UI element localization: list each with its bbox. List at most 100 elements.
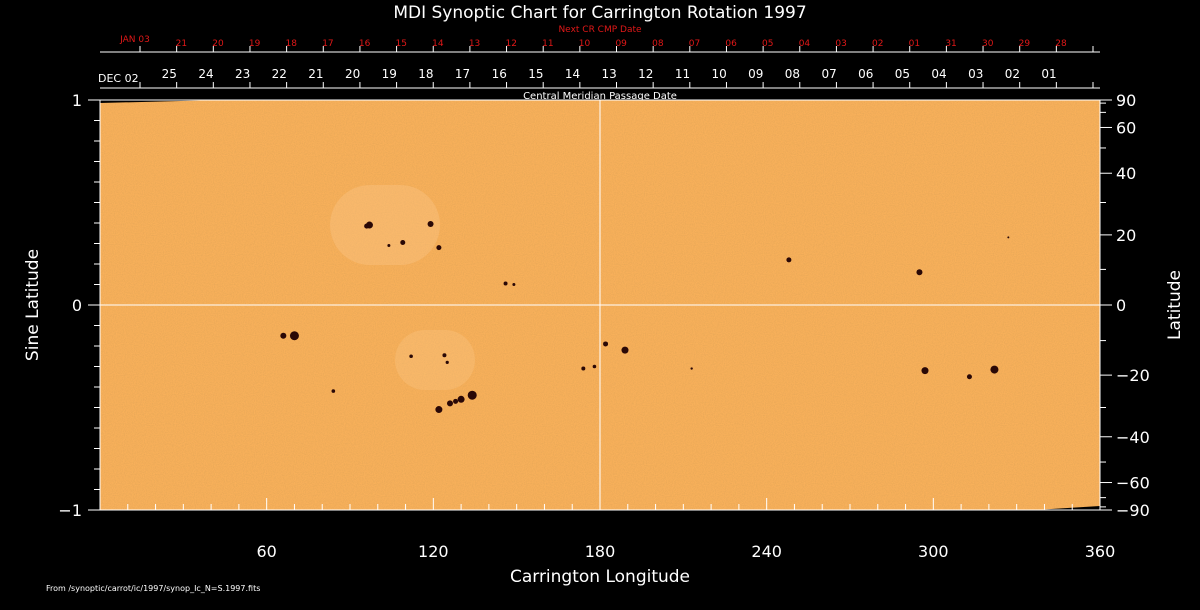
cmp-day-label: 13 — [602, 67, 617, 81]
x-tick-label: 240 — [751, 542, 782, 561]
date-ticks: 25 21 24 20 23 19 22 18 21 17 20 16 19 15 18 14 17 13 16 12… — [139, 39, 1094, 88]
next-cr-day-label: 16 — [359, 39, 371, 49]
sunspot — [364, 223, 370, 229]
next-cr-day-label: 12 — [505, 39, 516, 49]
y-tick-label-right: 60 — [1116, 118, 1136, 137]
y-tick-label-left: 1 — [72, 91, 82, 110]
sunspot — [409, 354, 413, 359]
sunspot — [966, 374, 972, 380]
x-tick-label: 180 — [585, 542, 616, 561]
sunspot — [280, 332, 287, 339]
sunspot — [435, 406, 443, 414]
next-cr-day-label: 18 — [286, 39, 298, 49]
next-cr-day-label: 31 — [945, 39, 956, 49]
cmp-day-label: 01 — [1041, 67, 1056, 81]
cmp-day-label: 04 — [931, 67, 946, 81]
sunspot — [621, 346, 629, 354]
next-cr-day-label: 05 — [762, 39, 773, 49]
y-tick-label-right: −40 — [1116, 428, 1150, 447]
y-axis-label-right: Latitude — [1165, 270, 1185, 340]
map-corner-north — [100, 100, 220, 103]
next-cr-day-label: 29 — [1019, 39, 1031, 49]
next-cr-day-label: 21 — [176, 39, 187, 49]
cmp-day-label: 18 — [418, 67, 433, 81]
next-cr-day-label: 28 — [1055, 39, 1067, 49]
cmp-day-label: 11 — [675, 67, 690, 81]
next-cr-day-label: 15 — [396, 39, 407, 49]
next-cr-day-label: 08 — [652, 39, 664, 49]
y-axis-left: −1 0 1 — [58, 91, 100, 520]
cmp-day-label: 02 — [1005, 67, 1020, 81]
x-axis-label: Carrington Longitude — [510, 567, 690, 587]
y-axis-label-left: Sine Latitude — [23, 249, 43, 361]
sunspot — [592, 364, 597, 369]
next-cr-day-label: 14 — [432, 39, 444, 49]
x-tick-label: 120 — [418, 542, 449, 561]
next-cr-day-label: 20 — [212, 39, 224, 49]
plage-patch — [395, 330, 475, 390]
sunspot — [331, 389, 336, 393]
sunspot — [690, 367, 693, 370]
y-tick-label-right: −90 — [1116, 501, 1150, 520]
sunspot — [990, 365, 999, 374]
sunspot — [786, 257, 792, 263]
sunspot — [447, 400, 453, 407]
cmp-day-label: 24 — [198, 67, 213, 81]
sunspot — [581, 366, 586, 371]
sunspot — [442, 353, 447, 358]
sunspot — [603, 341, 609, 347]
y-tick-label-right: 0 — [1116, 296, 1126, 315]
sunspot — [453, 398, 459, 404]
cmp-day-label: 07 — [821, 67, 836, 81]
next-cr-day-label: 11 — [542, 39, 553, 49]
cmp-day-label: 14 — [565, 67, 580, 81]
y-tick-label-right: −20 — [1116, 366, 1150, 385]
next-cr-day-label: 10 — [579, 39, 591, 49]
cmp-day-label: 10 — [711, 67, 726, 81]
sunspot — [445, 360, 449, 364]
y-axis-right: −90 −60 −40 −20 0 20 40 60 90 — [1100, 91, 1150, 520]
cmp-day-label: 12 — [638, 67, 653, 81]
y-tick-label-left: 0 — [72, 296, 82, 315]
y-tick-label-right: 90 — [1116, 91, 1136, 110]
sunspot — [1007, 236, 1010, 239]
sunspot — [467, 390, 477, 400]
y-tick-label-left: −1 — [58, 501, 82, 520]
cmp-day-label: 22 — [272, 67, 287, 81]
cmp-day-label: 09 — [748, 67, 763, 81]
y-tick-label-right: 40 — [1116, 164, 1136, 183]
next-cr-day-label: 07 — [689, 39, 700, 49]
sunspot — [512, 283, 516, 286]
cmp-day-label: 25 — [162, 67, 177, 81]
cmp-day-label: 15 — [528, 67, 543, 81]
next-cr-label: Next CR CMP Date — [558, 25, 642, 35]
next-cr-day-label: 09 — [615, 39, 627, 49]
x-tick-label: 60 — [256, 542, 276, 561]
cmp-day-label: 08 — [785, 67, 800, 81]
next-cr-day-label: 06 — [725, 39, 737, 49]
next-cr-day-label: 01 — [909, 39, 920, 49]
next-cr-day-label: 03 — [835, 39, 846, 49]
sunspot — [916, 269, 923, 276]
sunspot — [921, 367, 929, 375]
cmp-day-label: 19 — [382, 67, 397, 81]
sunspot — [503, 281, 508, 286]
y-tick-label-right: −60 — [1116, 474, 1150, 493]
sunspot — [457, 395, 465, 403]
cmp-day-label: 16 — [492, 67, 507, 81]
cmp-label: Central Meridian Passage Date — [523, 91, 677, 102]
x-tick-label: 360 — [1085, 542, 1116, 561]
next-cr-day-label: 17 — [322, 39, 333, 49]
sunspot-group — [280, 221, 1010, 414]
next-cr-day-label: 02 — [872, 39, 883, 49]
next-start-date: JAN 03 — [119, 35, 150, 45]
cmp-day-label: 03 — [968, 67, 983, 81]
sunspot — [427, 221, 434, 228]
cmp-day-label: 20 — [345, 67, 360, 81]
source-credit: From /synoptic/carrot/ic/1997/synop_Ic_N… — [46, 584, 261, 593]
sunspot — [400, 239, 406, 245]
x-axis: 60 120 180 240 300 360 — [127, 498, 1116, 561]
next-cr-day-label: 04 — [799, 39, 811, 49]
sunspot — [387, 244, 391, 248]
